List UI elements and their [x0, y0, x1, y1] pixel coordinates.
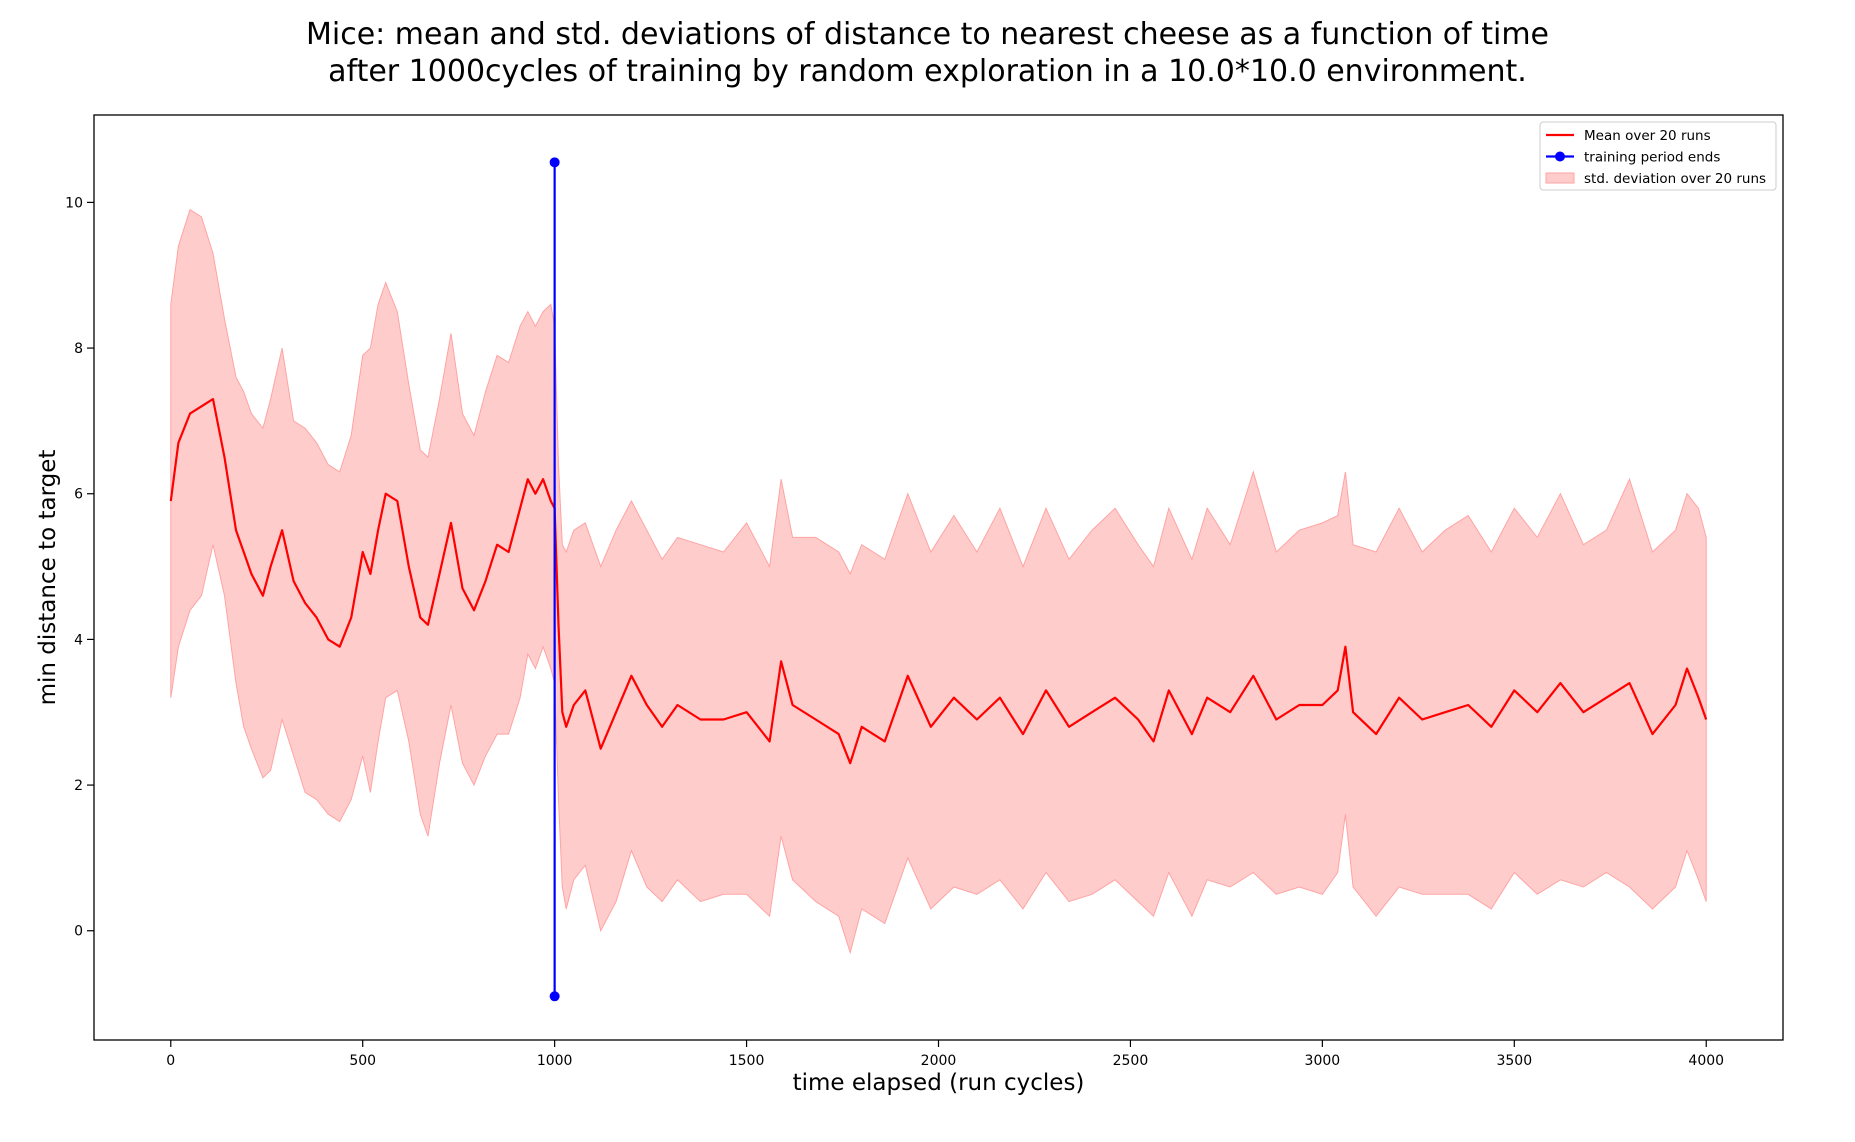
legend-item: std. deviation over 20 runs: [1545, 171, 1766, 187]
x-axis-ticks: 0 500 1000 1500 2000 2500 3000 3500 4000: [166, 1040, 1724, 1069]
std-deviation-band: [170, 208, 1707, 955]
std-deviation-band-layer: [170, 208, 1707, 955]
y-tick-label: 8: [74, 341, 83, 357]
legend-item: Mean over 20 runs: [1546, 128, 1711, 144]
x-tick-label: 1000: [537, 1053, 573, 1069]
x-tick-label: 2000: [921, 1053, 957, 1069]
legend-label: std. deviation over 20 runs: [1584, 171, 1766, 187]
y-tick-label: 10: [65, 195, 83, 211]
y-tick-label: 4: [74, 632, 83, 648]
x-tick-label: 3000: [1305, 1053, 1341, 1069]
legend-box: [1539, 121, 1777, 191]
x-tick-label: 1500: [729, 1053, 765, 1069]
legend-marker-point: [1555, 151, 1565, 162]
y-axis-ticks: 0 2 4 6 8 10: [65, 195, 94, 940]
y-tick-label: 0: [74, 924, 83, 940]
x-tick-label: 4000: [1688, 1053, 1724, 1069]
chart-title-line-1: Mice: mean and std. deviations of distan…: [305, 17, 1550, 52]
x-tick-label: 0: [166, 1053, 175, 1069]
legend-label: Mean over 20 runs: [1584, 128, 1711, 144]
chart-title: Mice: mean and std. deviations of distan…: [0, 16, 1855, 90]
training-end-marker-layer: [549, 157, 560, 1002]
legend: Mean over 20 runs training period ends std…: [1539, 121, 1777, 191]
legend-swatch-std: [1545, 172, 1575, 184]
x-tick-label: 500: [349, 1053, 376, 1069]
legend-item: training period ends: [1546, 150, 1720, 166]
y-tick-label: 6: [74, 487, 83, 503]
training-end-point: [549, 991, 560, 1002]
mean-line-layer: [169, 398, 1708, 765]
x-tick-label: 2500: [1113, 1053, 1149, 1069]
mean-line: [169, 398, 1708, 765]
x-axis-label: time elapsed (run cycles): [793, 1070, 1085, 1096]
y-tick-label: 2: [74, 778, 83, 794]
x-tick-label: 3500: [1496, 1053, 1532, 1069]
y-axis-label: min distance to target: [35, 450, 61, 706]
chart-title-line-2: after 1000cycles of training by random e…: [328, 54, 1527, 89]
training-end-point: [549, 157, 560, 168]
legend-label: training period ends: [1584, 150, 1720, 166]
